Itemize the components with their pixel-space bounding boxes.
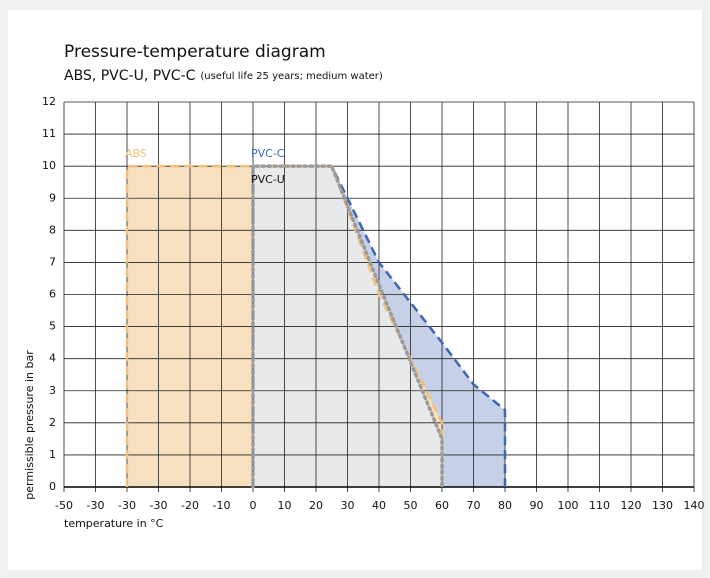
x-axis-label: temperature in °C: [64, 517, 164, 530]
series-line: [251, 164, 507, 487]
chart-title: Pressure-temperature diagram: [64, 42, 326, 62]
series-label: PVC-C: [251, 147, 285, 160]
x-tick-label: 120: [621, 499, 642, 512]
x-tick-label: 90: [530, 499, 544, 512]
y-tick-label: 7: [49, 255, 56, 268]
x-tick-label: -20: [181, 499, 199, 512]
x-tick-label: 50: [404, 499, 418, 512]
y-tick-label: 10: [42, 159, 56, 172]
x-tick-label: 20: [309, 499, 323, 512]
series-line: [251, 164, 444, 489]
subtitle-line: ABS, PVC-U, PVC-C (useful life 25 years; …: [64, 68, 383, 84]
y-tick-label: 12: [42, 95, 56, 108]
x-tick-label: -50: [55, 499, 73, 512]
x-tick-label: 140: [684, 499, 705, 512]
y-tick-label: 6: [49, 288, 56, 301]
y-tick-label: 8: [49, 223, 56, 236]
x-tick-label: 60: [435, 499, 449, 512]
y-tick-label: 9: [49, 191, 56, 204]
x-tick-label: 10: [278, 499, 292, 512]
y-tick-label: 2: [49, 416, 56, 429]
x-tick-label: -30: [87, 499, 105, 512]
x-tick-label: -30: [150, 499, 168, 512]
x-tick-label: -30: [118, 499, 136, 512]
subtitle: ABS, PVC-U, PVC-C: [64, 68, 196, 84]
x-tick-label: 0: [250, 499, 257, 512]
y-tick-label: 1: [49, 448, 56, 461]
x-tick-label: 80: [498, 499, 512, 512]
x-tick-label: 40: [372, 499, 386, 512]
series-line: [125, 164, 444, 487]
subtitle-note: (useful life 25 years; medium water): [200, 71, 383, 82]
y-tick-label: 11: [42, 127, 56, 140]
series-label: PVC-U: [251, 173, 285, 186]
y-tick-label: 4: [49, 352, 56, 365]
x-tick-label: -10: [213, 499, 231, 512]
y-axis-label: permissible pressure in bar: [23, 350, 36, 500]
y-tick-label: 5: [49, 320, 56, 333]
x-tick-label: 30: [341, 499, 355, 512]
x-tick-label: 130: [652, 499, 673, 512]
series-label: ABS: [125, 147, 147, 160]
x-tick-label: 70: [467, 499, 481, 512]
y-tick-label: 3: [49, 384, 56, 397]
x-tick-label: 100: [558, 499, 579, 512]
x-tick-label: 110: [589, 499, 610, 512]
y-tick-label: 0: [49, 480, 56, 493]
